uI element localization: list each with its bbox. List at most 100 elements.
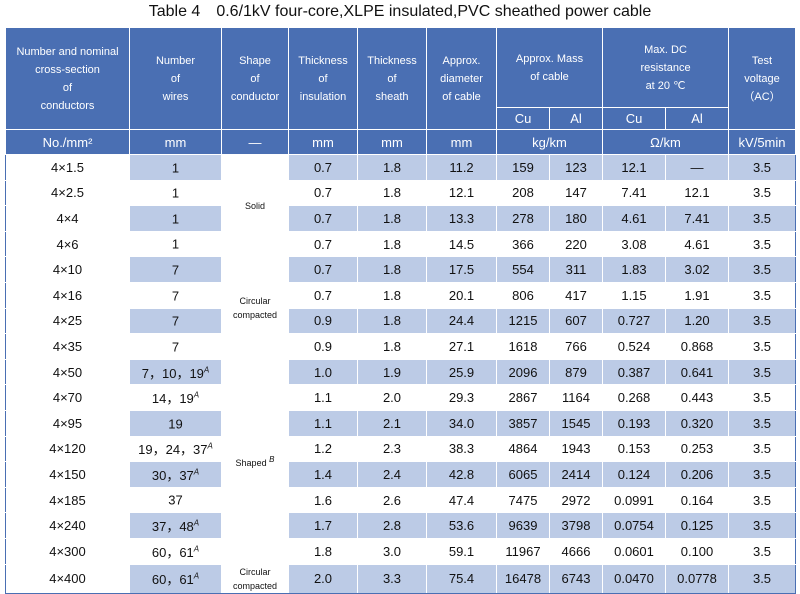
cell-wires-value: 7 (171, 313, 180, 329)
cable-table-container: Number and nominal cross-section of cond… (5, 27, 797, 594)
cell-mass-al: 147 (549, 179, 603, 207)
header-size-line: conductors (40, 99, 95, 112)
table-row: 4×185 37 1.6 2.6 47.4 7475 2972 0.0991 0.164 3.5 (5, 486, 797, 514)
cell-wires: 1 (129, 179, 222, 207)
cell-mass-al: 1164 (549, 384, 603, 411)
cell-diameter: 12.1 (426, 179, 497, 207)
header-diameter-line: Approx. (442, 54, 481, 67)
cell-insulation: 0.7 (288, 256, 358, 283)
cell-resistance-cu: 0.268 (602, 384, 666, 411)
cell-resistance-al: 0.868 (664, 333, 730, 360)
header-wires-line: Number (155, 54, 196, 67)
cell-insulation: 1.1 (288, 384, 358, 411)
cell-voltage: 3.5 (728, 205, 797, 232)
header-sheath-line: sheath (375, 90, 409, 103)
cell-resistance-al: — (664, 154, 730, 181)
cell-sheath: 2.8 (357, 512, 427, 539)
cell-size: 4×185 (5, 486, 130, 514)
cell-size: 4×120 (5, 435, 130, 463)
cell-sheath: 2.1 (357, 409, 427, 437)
cell-diameter: 53.6 (426, 512, 497, 539)
cell-mass-cu: 278 (496, 205, 550, 232)
header-mass-line: of cable (530, 70, 569, 83)
header-shape-line: conductor (230, 90, 280, 103)
cell-resistance-al: 1.91 (664, 281, 730, 309)
cell-wires: 30，37A (129, 461, 222, 488)
cell-diameter: 42.8 (426, 461, 497, 488)
cell-wires: 1 (129, 205, 222, 232)
cell-voltage: 3.5 (728, 384, 797, 411)
cell-mass-al: 879 (549, 358, 603, 386)
cell-resistance-cu: 4.61 (602, 205, 666, 232)
cell-size: 4×10 (5, 256, 130, 283)
cell-resistance-cu: 0.193 (602, 409, 666, 437)
cell-insulation: 0.7 (288, 205, 358, 232)
cell-wires: 7 (129, 333, 222, 360)
cell-size: 4×1.5 (5, 154, 130, 181)
header-insulation-line: of (318, 72, 328, 85)
cell-voltage: 3.5 (728, 486, 797, 514)
cell-shape: Circular compacted (221, 256, 289, 360)
cell-resistance-cu: 12.1 (602, 154, 666, 181)
table-row: 4×35 7 0.9 1.8 27.1 1618 766 0.524 0.868 3.5 (5, 333, 797, 360)
cell-mass-al: 2414 (549, 461, 603, 488)
shape-label: compacted (232, 310, 278, 321)
cell-wires-note: A (193, 467, 200, 477)
cell-diameter: 11.2 (426, 154, 497, 181)
cell-shape: Shaped B (221, 358, 289, 565)
cell-mass-al: 180 (549, 205, 603, 232)
cell-voltage: 3.5 (728, 230, 797, 258)
cell-voltage: 3.5 (728, 154, 797, 181)
header-shape: Shape of conductor (221, 27, 289, 130)
cell-mass-al: 2972 (549, 486, 603, 514)
cell-sheath: 2.0 (357, 384, 427, 411)
cell-sheath: 2.4 (357, 461, 427, 488)
cell-voltage: 3.5 (728, 307, 797, 335)
table-row: 4×4 1 0.7 1.8 13.3 278 180 4.61 7.41 3.5 (5, 205, 797, 232)
cell-mass-al: 123 (549, 154, 603, 181)
cell-voltage: 3.5 (728, 281, 797, 309)
header-voltage-line: voltage (744, 72, 780, 85)
cell-wires-value: 37，48 (151, 519, 194, 535)
table-row: 4×70 14，19A 1.1 2.0 29.3 2867 1164 0.268 0.443 3.… (5, 384, 797, 411)
cell-resistance-cu: 0.727 (602, 307, 666, 335)
shape-label: Circular (239, 296, 271, 307)
cell-resistance-cu: 3.08 (602, 230, 666, 258)
cell-sheath: 1.9 (357, 358, 427, 386)
cell-wires: 7，10，19A (129, 358, 222, 386)
cell-wires-value: 14，19 (151, 391, 194, 407)
table-title: Table 4 0.6/1kV four-core,XLPE insulated… (148, 3, 652, 20)
cell-wires: 7 (129, 281, 222, 309)
cell-voltage: 3.5 (728, 358, 797, 386)
cell-wires: 37 (129, 486, 222, 514)
cell-diameter: 17.5 (426, 256, 497, 283)
header-voltage-line: Test (751, 54, 773, 67)
cell-resistance-al: 12.1 (664, 179, 730, 207)
cell-diameter: 34.0 (426, 409, 497, 437)
cell-diameter: 14.5 (426, 230, 497, 258)
cell-wires-value: 1 (171, 185, 180, 201)
cell-mass-al: 1943 (549, 435, 603, 463)
header-wires-line: of (170, 72, 181, 85)
cell-wires: 7 (129, 256, 222, 283)
header-shape-line: Shape (239, 54, 271, 67)
cell-mass-al: 220 (549, 230, 603, 258)
cell-size: 4×50 (5, 358, 130, 386)
table-row: 4×1.5 1 Solid 0.7 1.8 11.2 159 123 12.1—3.5 (5, 153, 797, 258)
header-mass: Approx. Mass of cable (496, 27, 603, 108)
cell-wires-note: A (193, 571, 200, 581)
header-insulation-line: insulation (299, 90, 347, 103)
cell-sheath: 2.3 (357, 435, 427, 463)
cell-resistance-cu: 0.0470 (602, 563, 666, 594)
cell-resistance-al: 0.443 (664, 384, 730, 411)
cell-wires-value: 1 (171, 211, 180, 227)
cell-shape: Solid (221, 153, 289, 258)
cell-resistance-cu: 1.15 (602, 281, 666, 309)
header-mass-cu: Cu (496, 107, 550, 130)
cell-resistance-al: 0.320 (664, 409, 730, 437)
cable-spec-table: Number and nominal cross-section of cond… (5, 27, 797, 594)
cell-mass-al: 766 (549, 333, 603, 360)
cell-voltage: 3.5 (728, 435, 797, 463)
cell-resistance-al: 3.02 (664, 256, 730, 283)
cell-wires-value: 7 (171, 287, 180, 303)
